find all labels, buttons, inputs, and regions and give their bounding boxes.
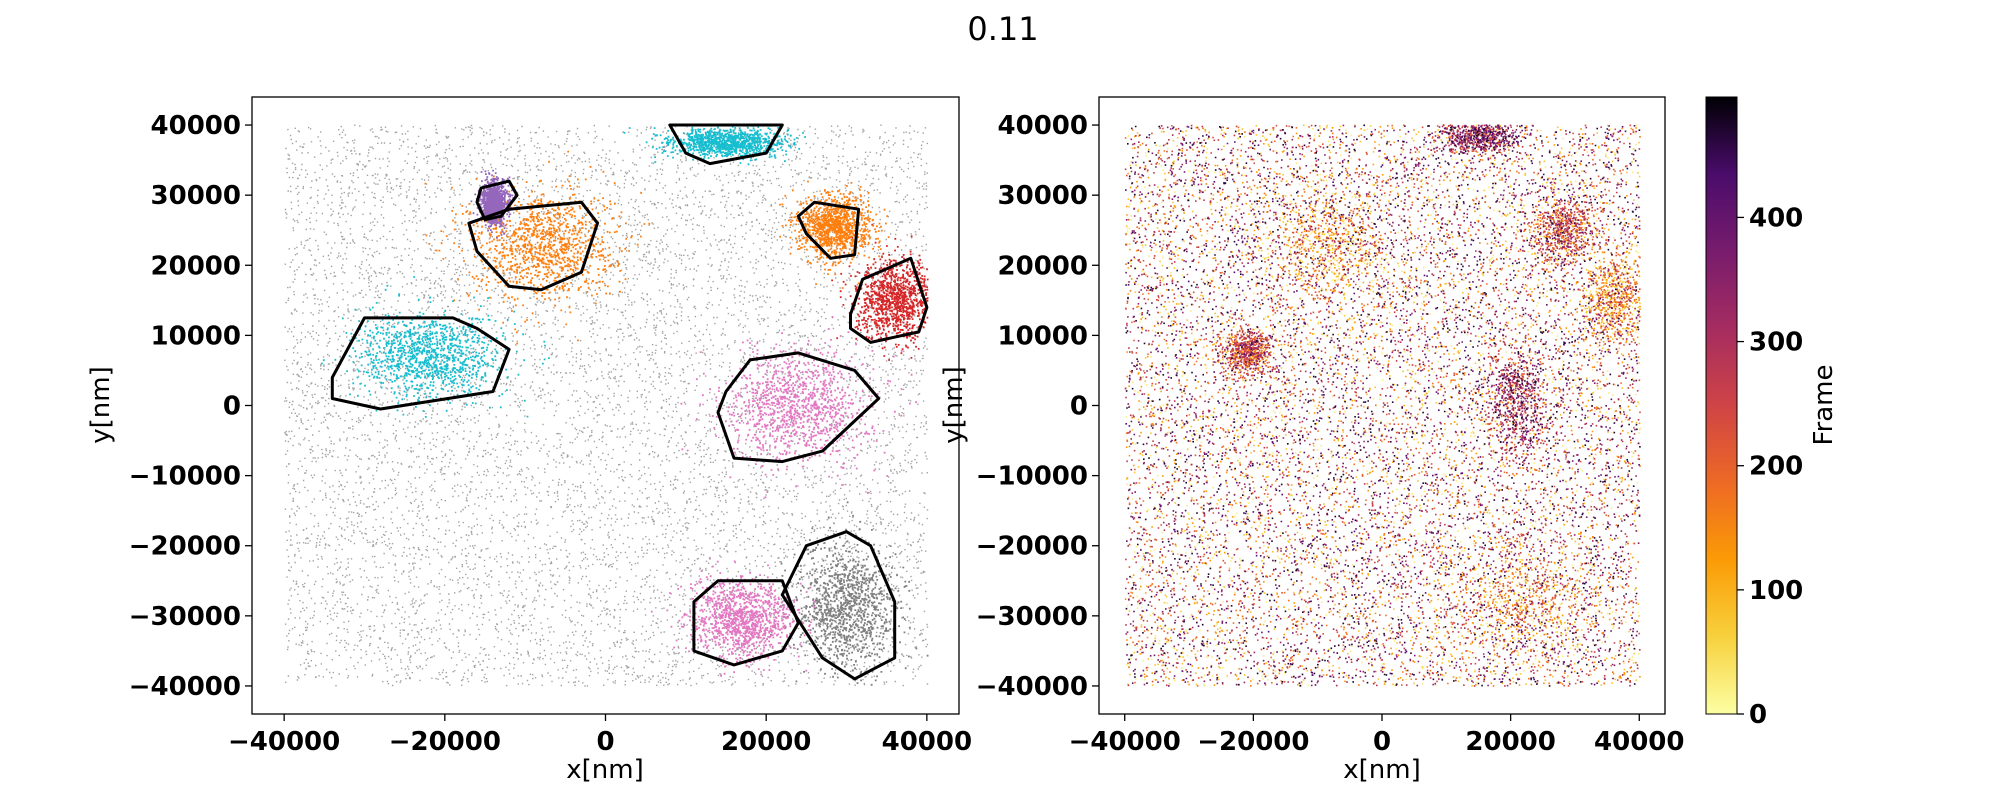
frame-localizations	[1124, 124, 1641, 687]
x-tick-label: 20000	[721, 727, 811, 757]
right-ylabel: y[nm]	[939, 366, 969, 443]
cluster-localizations	[779, 180, 890, 289]
y-tick-label: −20000	[976, 532, 1088, 562]
y-tick-label: −40000	[129, 672, 241, 702]
x-tick-label: 0	[596, 727, 614, 757]
y-tick-label: 40000	[998, 111, 1088, 141]
y-tick-label: 30000	[151, 181, 241, 211]
colorbar-tick-label: 400	[1749, 203, 1803, 233]
colorbar-label: Frame	[1809, 364, 1839, 445]
right-panel: −40000 −20000 0 20000 40000 −40000 −30000 −2000…	[939, 96, 1685, 785]
x-tick-label: −20000	[1197, 727, 1309, 757]
y-tick-label: −10000	[129, 462, 241, 492]
cluster-localizations	[424, 150, 651, 345]
right-plot-area	[1124, 124, 1641, 687]
y-tick-label: −20000	[129, 532, 241, 562]
x-tick-label: −20000	[389, 727, 501, 757]
colorbar: 0 100 200 300 400 Frame	[1705, 96, 1839, 730]
y-tick-label: 40000	[151, 111, 241, 141]
x-tick-label: 20000	[1465, 727, 1555, 757]
figure-title: 0.11	[967, 10, 1038, 48]
cluster-hull	[668, 123, 784, 166]
y-tick-label: 0	[1070, 392, 1088, 422]
right-ticks: −40000 −20000 0 20000 40000 −40000 −30000 −2000…	[976, 111, 1685, 757]
cluster-hulls	[330, 123, 929, 681]
colorbar-gradient	[1705, 96, 1738, 715]
cluster-localizations	[751, 501, 929, 686]
y-tick-label: 10000	[998, 321, 1088, 351]
right-xlabel: x[nm]	[1343, 755, 1420, 785]
cluster-localizations	[650, 557, 816, 677]
left-xlabel: x[nm]	[566, 755, 643, 785]
frame-localizations	[1124, 124, 1641, 687]
background-points	[284, 124, 929, 687]
x-tick-label: −40000	[228, 727, 340, 757]
frame-localizations	[1125, 124, 1641, 687]
cluster-hull	[330, 316, 511, 411]
cluster-hull	[467, 200, 599, 292]
cluster-points	[321, 124, 929, 686]
colorbar-tick-label: 300	[1749, 328, 1803, 358]
y-tick-label: −30000	[129, 602, 241, 632]
frame-localizations	[1125, 124, 1641, 687]
frame-points	[1124, 124, 1641, 687]
colorbar-tick-label: 200	[1749, 452, 1803, 482]
cluster-localizations	[680, 316, 917, 499]
background-localizations	[284, 124, 929, 687]
left-ticks: −40000 −20000 0 20000 40000 −40000 −30000 −2000…	[129, 111, 972, 757]
y-tick-label: −10000	[976, 462, 1088, 492]
colorbar-ticks: 0 100 200 300 400	[1737, 203, 1803, 730]
y-tick-label: 0	[223, 392, 241, 422]
colorbar-tick-label: 100	[1749, 576, 1803, 606]
cluster-hull	[849, 256, 929, 344]
x-tick-label: 40000	[882, 727, 972, 757]
x-tick-label: −40000	[1069, 727, 1181, 757]
cluster-hull	[475, 179, 519, 222]
x-tick-label: 40000	[1594, 727, 1684, 757]
y-tick-label: 20000	[998, 251, 1088, 281]
cluster-hull	[692, 579, 800, 667]
x-tick-label: 0	[1373, 727, 1391, 757]
y-tick-label: 10000	[151, 321, 241, 351]
cluster-hull	[716, 351, 881, 464]
left-plot-area	[284, 123, 929, 687]
cluster-localizations	[321, 276, 550, 418]
y-tick-label: −30000	[976, 602, 1088, 632]
cluster-hull	[796, 200, 861, 260]
left-panel: −40000 −20000 0 20000 40000 −40000 −30000 −2000…	[86, 96, 972, 785]
left-ylabel: y[nm]	[86, 366, 116, 443]
frame-localizations	[1125, 124, 1640, 686]
y-tick-label: 20000	[151, 251, 241, 281]
colorbar-tick-label: 0	[1749, 700, 1767, 730]
y-tick-label: 30000	[998, 181, 1088, 211]
y-tick-label: −40000	[976, 672, 1088, 702]
